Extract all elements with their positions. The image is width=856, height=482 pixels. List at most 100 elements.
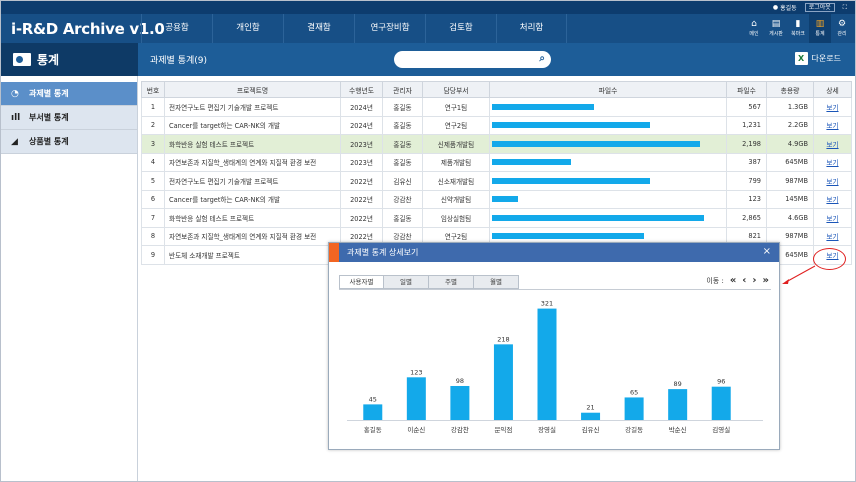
menu-item-processed[interactable]: 처리함 (496, 14, 567, 43)
sidebar-item-project-stats[interactable]: ◔ 과제별 통계 (1, 82, 137, 106)
search-icon[interactable]: ⌕ (539, 53, 545, 64)
board-icon: ▤ (771, 19, 781, 29)
category-label: 김유신 (582, 425, 600, 434)
cell-manager: 김유신 (382, 171, 423, 191)
category-label: 이순신 (407, 425, 425, 434)
chart-bar[interactable] (537, 308, 557, 420)
chart-bar[interactable] (363, 404, 383, 420)
user-menu[interactable]: ● 홍길동 (773, 3, 797, 12)
tab-monthly[interactable]: 월별 (474, 275, 519, 289)
menu-item-approval[interactable]: 결재함 (283, 14, 354, 43)
detail-link[interactable]: 보기 (826, 177, 839, 186)
category-label: 강감찬 (451, 425, 469, 434)
col-header-manager[interactable]: 관리자 (382, 81, 423, 98)
user-name: 홍길동 (780, 5, 797, 12)
table-row[interactable]: 2 Cancer를 target하는 CAR-NK의 개발 2024년 홍길동 연구2팀… (141, 115, 852, 135)
file-count-bar (492, 214, 704, 221)
category-label: 문익점 (494, 426, 512, 434)
close-icon[interactable]: × (762, 246, 771, 257)
tab-daily[interactable]: 일별 (384, 275, 429, 289)
excel-icon: X (794, 52, 808, 65)
chart-bar[interactable] (581, 412, 601, 420)
menu-item-equipment[interactable]: 연구장비함 (354, 14, 425, 43)
sidebar-item-product-stats[interactable]: ◢ 상품별 통계 (1, 130, 137, 154)
chart-bar[interactable] (624, 397, 644, 420)
statistics-icon (13, 53, 31, 66)
menu-bar: 공용함 개인함 결재함 연구장비함 검토함 처리함 (141, 14, 567, 43)
last-page-icon[interactable]: » (762, 275, 769, 286)
detail-link[interactable]: 보기 (826, 122, 839, 131)
menu-item-shared[interactable]: 공용함 (141, 14, 212, 43)
prev-page-icon[interactable]: ‹ (742, 275, 747, 286)
table-row[interactable]: 6 Cancer를 target하는 CAR-NK의 개발 2022년 강감찬 신약개발… (141, 189, 852, 209)
col-header-dept[interactable]: 담당부서 (422, 81, 490, 98)
section-header: 통계 (1, 43, 138, 76)
tab-by-user[interactable]: 사용자별 (339, 275, 384, 289)
table-row[interactable]: 7 화학반응 실험 테스트 프로젝트 2022년 홍길동 임상실험팀 2,865 4.6GB… (141, 208, 852, 228)
section-title: 통계 (37, 53, 60, 67)
chart-bar[interactable] (406, 377, 426, 420)
quick-stats[interactable]: ▥ 통계 (809, 14, 831, 43)
bar-value-label: 89 (674, 380, 682, 388)
detail-link[interactable]: 보기 (826, 214, 839, 223)
menu-item-review[interactable]: 검토함 (425, 14, 496, 43)
chart-bar[interactable] (493, 344, 513, 420)
cell-file-bar (489, 152, 727, 172)
settings-icon: ⚙ (837, 19, 847, 29)
pager: 이동 : « ‹ › » (706, 276, 769, 286)
table-row[interactable]: 4 자연보존과 지질학_생태계의 연계와 지질적 환경 보전 2023년 홍길동 제품개… (141, 152, 852, 172)
bar-value-label: 96 (717, 378, 725, 386)
cell-detail: 보기 (813, 189, 852, 209)
col-header-file-bar[interactable]: 파일수 (489, 81, 727, 98)
chart-bar[interactable] (668, 389, 688, 420)
col-header-size[interactable]: 총용량 (766, 81, 814, 98)
cell-size: 2.2GB (766, 115, 814, 135)
quick-home[interactable]: ⌂ 메인 (749, 19, 759, 38)
table-row[interactable]: 3 화학반응 실험 테스트 프로젝트 2023년 홍길동 신제품개발팀 2,198 4.9G… (141, 134, 852, 154)
cell-file-bar (489, 208, 727, 228)
quick-settings[interactable]: ⚙ 관리 (837, 19, 847, 38)
tab-weekly[interactable]: 주별 (429, 275, 474, 289)
logout-button[interactable]: 로그아웃 (804, 3, 835, 12)
cell-file-bar (489, 115, 727, 135)
fullscreen-icon[interactable]: ⛶ (842, 3, 847, 11)
stats-icon: ▥ (815, 19, 825, 29)
detail-link[interactable]: 보기 (826, 159, 839, 168)
app-logo[interactable]: i-R&D Archive v1.0 (11, 20, 165, 38)
area-chart-icon: ◢ (11, 136, 18, 147)
category-label: 홍길동 (364, 425, 382, 434)
table-row[interactable]: 5 전자연구노트 편집기 기술개발 프로젝트 2022년 김유신 신소재개발팀 799 98… (141, 171, 852, 191)
bar-chart-svg: 45 홍길동 123 이순신 98 강감찬 218 문익점 321 장영실 21 김유신 65 강길동 89… (347, 300, 763, 434)
quick-board[interactable]: ▤ 게시판 (769, 19, 783, 38)
chart-bar[interactable] (711, 386, 731, 420)
cell-project-name: Cancer를 target하는 CAR-NK의 개발 (164, 189, 341, 209)
cell-no: 8 (141, 226, 165, 246)
cell-detail: 보기 (813, 134, 852, 154)
table-row[interactable]: 8 자연보존과 지질학_생태계의 연계와 지질적 환경 보전 2022년 강감찬 연구2… (141, 226, 852, 246)
detail-link[interactable]: 보기 (826, 140, 839, 149)
col-header-project[interactable]: 프로젝트명 (164, 81, 341, 98)
first-page-icon[interactable]: « (729, 275, 737, 286)
bar-value-label: 21 (586, 404, 594, 412)
cell-detail: 보기 (813, 226, 852, 246)
detail-link[interactable]: 보기 (826, 103, 839, 112)
detail-link[interactable]: 보기 (826, 196, 839, 205)
col-header-no[interactable]: 번호 (141, 81, 165, 98)
col-header-year[interactable]: 수행년도 (340, 81, 383, 98)
cell-detail: 보기 (813, 152, 852, 172)
bar-value-label: 218 (497, 335, 509, 343)
menu-item-personal[interactable]: 개인함 (212, 14, 283, 43)
bar-value-label: 45 (369, 395, 377, 403)
col-header-file-count[interactable]: 파일수 (726, 81, 767, 98)
download-button[interactable]: X 다운로드 (794, 52, 841, 65)
sidebar-item-dept-stats[interactable]: ıll 부서별 통계 (1, 106, 137, 130)
next-page-icon[interactable]: › (752, 275, 757, 286)
search-input[interactable]: ⌕ (394, 51, 551, 68)
detail-link[interactable]: 보기 (826, 233, 839, 242)
bar-value-label: 65 (630, 388, 638, 396)
chart-bar[interactable] (450, 385, 470, 420)
table-row[interactable]: 1 전자연구노트 편집기 기술개발 프로젝트 2024년 홍길동 연구1팀 567 1.3G… (141, 97, 852, 117)
quick-bookmark[interactable]: ▮ 북마크 (791, 19, 805, 38)
cell-file-bar (489, 134, 727, 154)
